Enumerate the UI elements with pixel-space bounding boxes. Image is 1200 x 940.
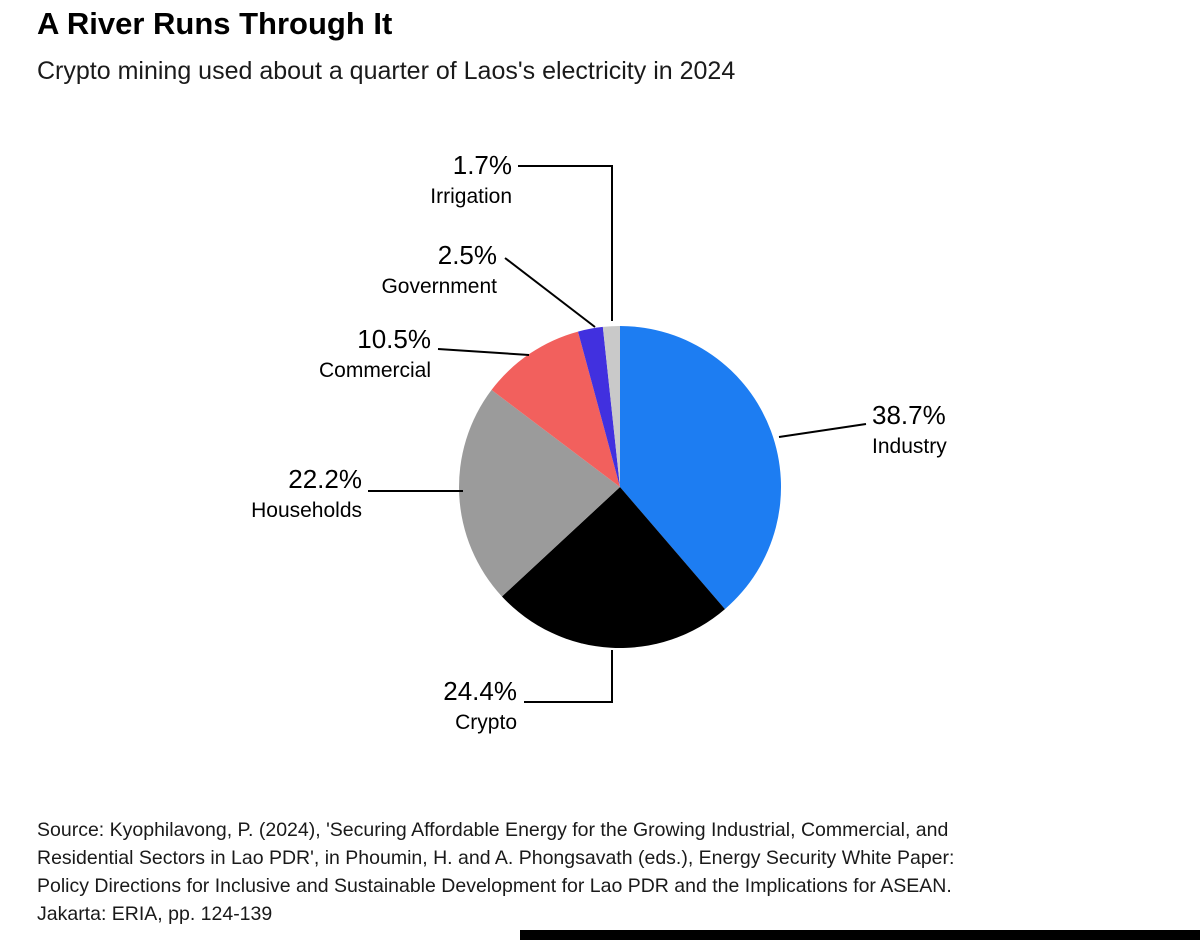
pie-slice-commercial bbox=[491, 331, 620, 487]
leader-line-government bbox=[504, 257, 596, 328]
source-line: Policy Directions for Inclusive and Sust… bbox=[37, 875, 952, 897]
source-note: Source: Kyophilavong, P. (2024), 'Securi… bbox=[37, 816, 1177, 928]
government-value-label: 2.5% bbox=[437, 240, 497, 270]
leader-line-commercial bbox=[437, 348, 530, 356]
source-line: Jakarta: ERIA, pp. 124-139 bbox=[37, 903, 273, 925]
government-name-label: Government bbox=[381, 275, 497, 298]
pie-slice-industry bbox=[620, 326, 782, 610]
bottom-crop-bar bbox=[520, 930, 1200, 940]
leader-line-crypto bbox=[524, 650, 613, 703]
pie-slices bbox=[459, 326, 782, 649]
pie-slice-government bbox=[578, 326, 620, 487]
callout-irrigation: 1.7% Irrigation bbox=[430, 148, 512, 212]
source-line: Source: Kyophilavong, P. (2024), 'Securi… bbox=[37, 819, 949, 841]
pie-slice-crypto bbox=[501, 487, 725, 649]
callout-industry: 38.7% Industry bbox=[872, 398, 947, 462]
chart-title: A River Runs Through It bbox=[37, 6, 393, 41]
crypto-value-label: 24.4% bbox=[443, 676, 517, 706]
industry-name-label: Industry bbox=[872, 435, 947, 458]
households-value-label: 22.2% bbox=[288, 464, 362, 494]
callout-crypto: 24.4% Crypto bbox=[443, 674, 517, 738]
callout-commercial: 10.5% Commercial bbox=[319, 322, 431, 386]
callout-government: 2.5% Government bbox=[381, 238, 497, 302]
leader-line-irrigation bbox=[518, 165, 613, 321]
commercial-value-label: 10.5% bbox=[357, 324, 431, 354]
irrigation-value-label: 1.7% bbox=[452, 150, 512, 180]
pie-slice-households bbox=[459, 389, 620, 597]
crypto-name-label: Crypto bbox=[455, 711, 517, 734]
source-line: Residential Sectors in Lao PDR', in Phou… bbox=[37, 847, 955, 869]
households-name-label: Households bbox=[251, 499, 362, 522]
chart-subtitle: Crypto mining used about a quarter of La… bbox=[37, 57, 736, 85]
leader-line-industry bbox=[778, 423, 867, 438]
commercial-name-label: Commercial bbox=[318, 359, 431, 382]
pie-slice-irrigation bbox=[602, 326, 620, 487]
callout-households: 22.2% Households bbox=[251, 462, 362, 526]
leader-lines bbox=[368, 165, 867, 703]
irrigation-name-label: Irrigation bbox=[430, 185, 512, 208]
industry-value-label: 38.7% bbox=[872, 400, 946, 430]
